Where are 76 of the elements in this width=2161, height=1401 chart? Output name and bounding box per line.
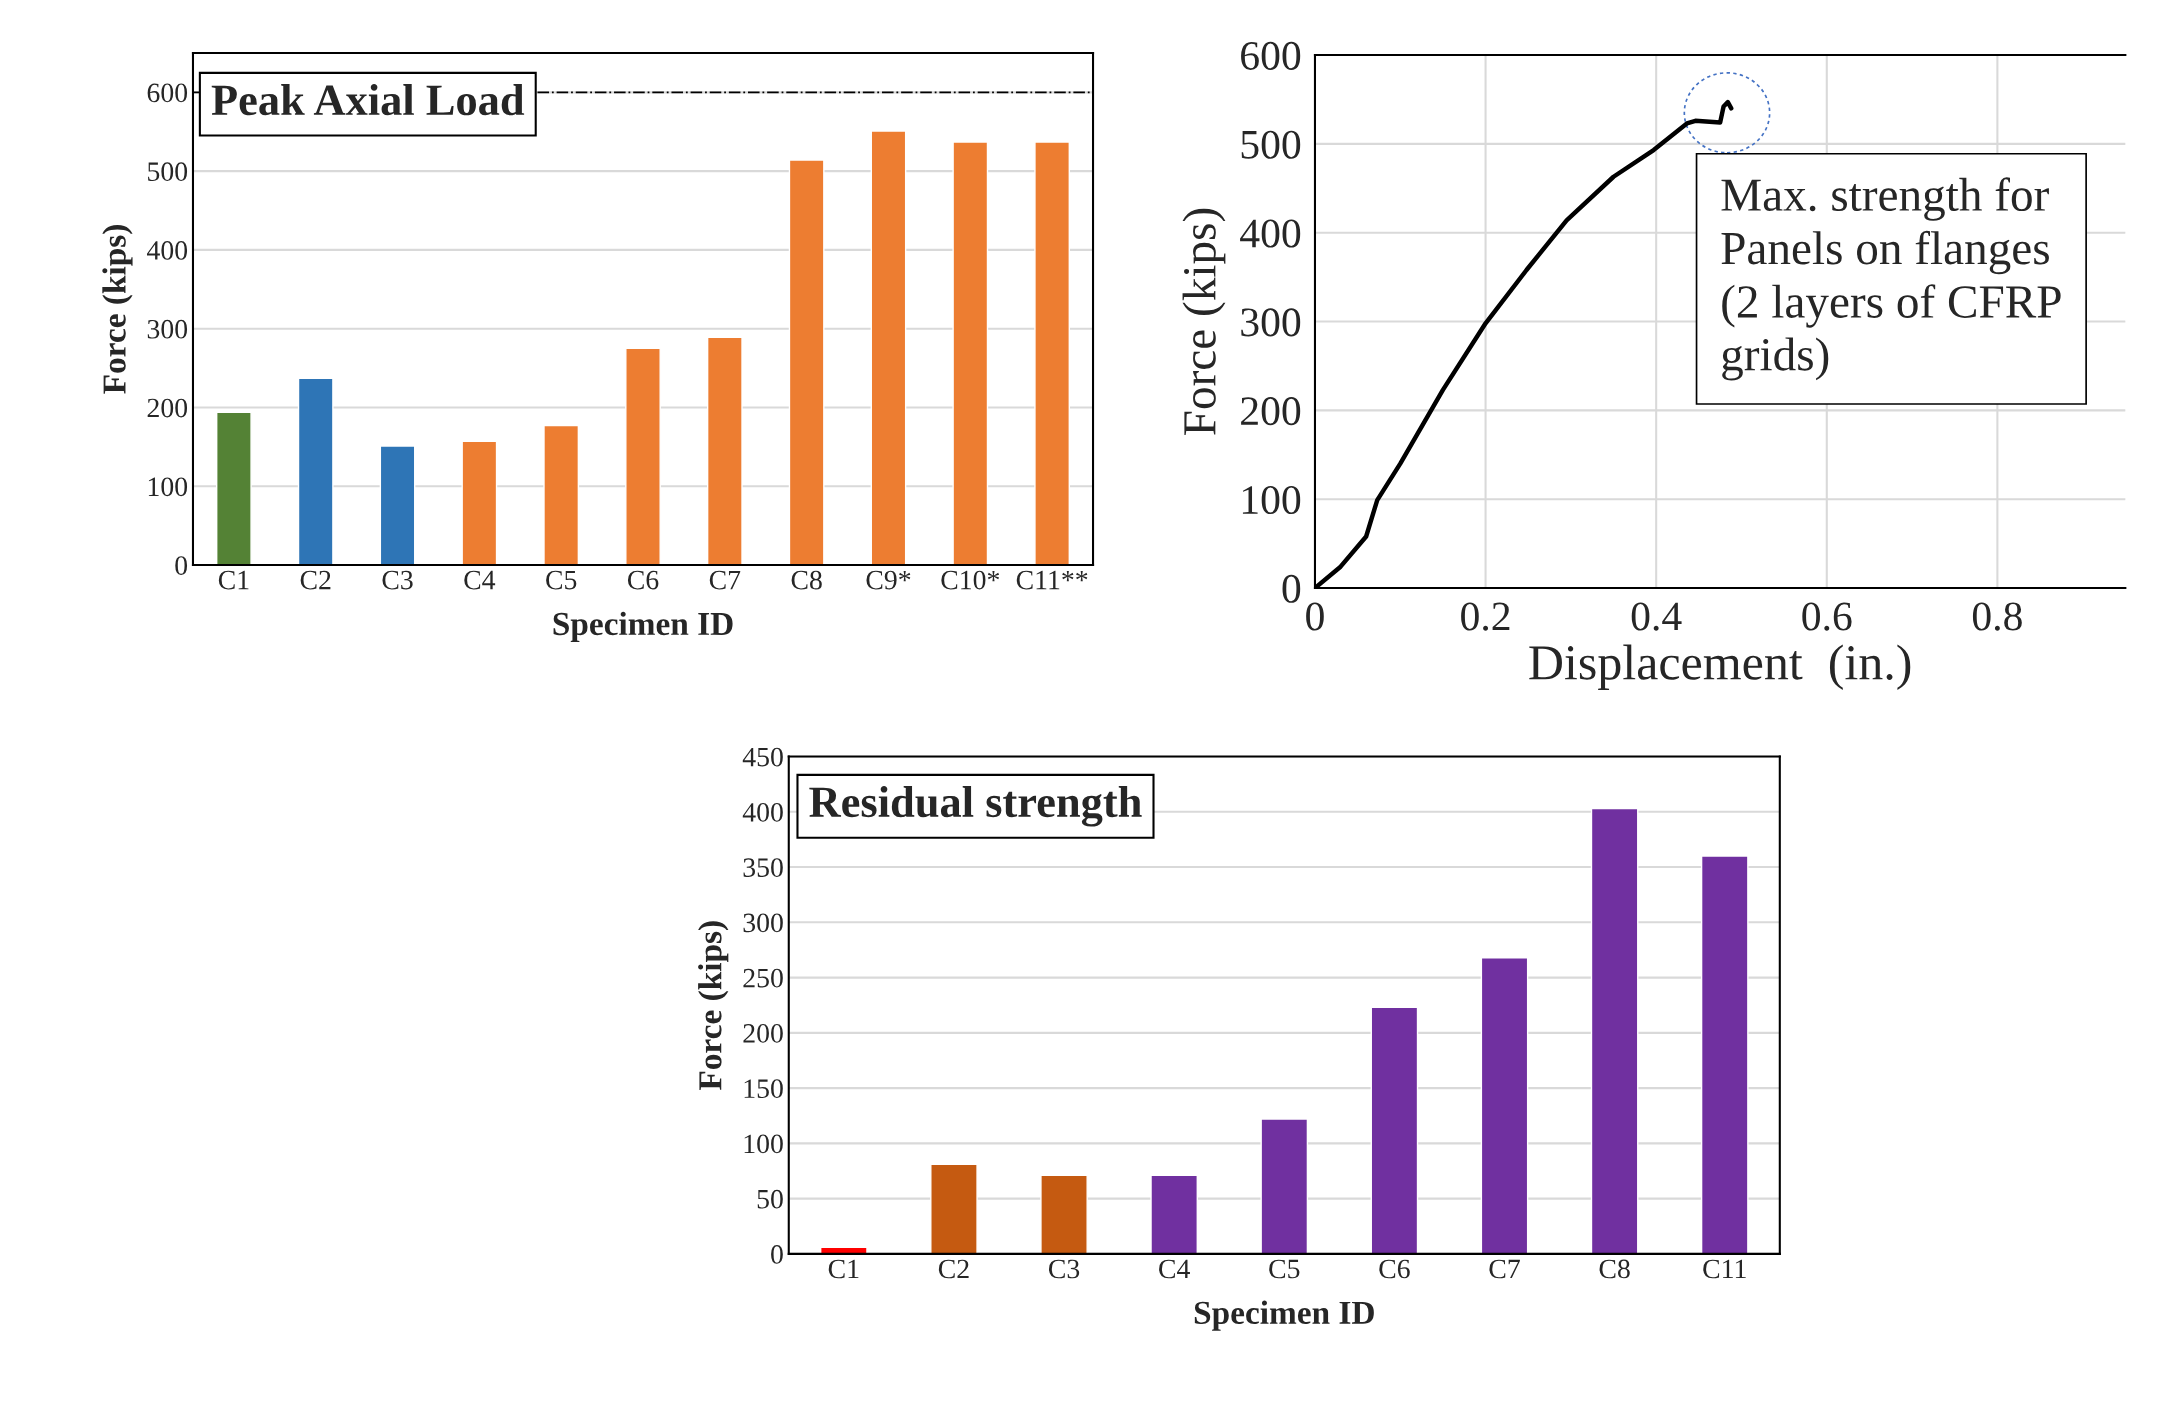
y-tick-label: 350 [743, 858, 783, 877]
y-tick-label: 200 [743, 1024, 783, 1043]
y-tick-label: 300 [743, 913, 783, 933]
bar [952, 141, 989, 566]
y-tick-label: 100 [1242, 485, 1301, 515]
x-axis-title: Specimen ID [553, 611, 733, 642]
x-tick-label: C3 [382, 570, 413, 590]
y-tick-label: 300 [147, 319, 188, 339]
x-tick-label: C4 [1159, 1259, 1190, 1279]
text: Peak Axial Load [211, 84, 525, 116]
x-tick-label: C6 [1379, 1259, 1410, 1279]
x-tick-label: C1 [828, 1259, 859, 1279]
x-tick-label: 0.2 [1461, 602, 1510, 631]
y-tick-label: 0 [175, 556, 188, 575]
x-tick-label: C7 [1489, 1259, 1520, 1279]
x-axis-title: Displacement (in.) [1529, 644, 1911, 690]
bar [1260, 1118, 1309, 1254]
y-tick-label: 200 [1241, 397, 1301, 426]
y-tick-label: 500 [1241, 130, 1301, 159]
y-axis-title: Force (kips) [102, 225, 133, 394]
bar [1034, 141, 1071, 566]
x-tick-label: C2 [300, 570, 331, 590]
bar [930, 1163, 978, 1254]
bar [870, 130, 907, 566]
bar [788, 159, 825, 566]
y-axis-title: Force (kips) [1182, 208, 1226, 435]
y-tick-label: 500 [148, 162, 188, 182]
x-tick-label: C2 [938, 1259, 969, 1279]
x-tick-label: C8 [791, 570, 822, 590]
x-tick-label: C8 [1599, 1259, 1630, 1279]
x-tick-label: C5 [1269, 1259, 1300, 1279]
bar [297, 377, 334, 566]
x-tick-label: 0 [1306, 602, 1324, 631]
bar [1370, 1006, 1419, 1254]
y-tick-label: 50 [757, 1189, 783, 1209]
y-tick-label: 100 [148, 477, 188, 497]
bar [625, 347, 661, 566]
x-tick-label: 0.8 [1972, 602, 2022, 631]
x-tick-label: C4 [464, 570, 496, 590]
bar [1480, 956, 1529, 1254]
x-tick-label: C3 [1048, 1259, 1080, 1279]
bar [1040, 1174, 1088, 1254]
y-tick-label: 400 [742, 802, 783, 822]
bar [461, 440, 498, 566]
x-tick-label: C9* [866, 570, 911, 590]
bar [1590, 807, 1639, 1254]
bar [706, 336, 743, 566]
y-tick-label: 250 [743, 968, 783, 988]
y-tick-label: 200 [147, 398, 188, 418]
x-tick-label: C1 [218, 570, 249, 590]
y-tick-label: 0 [771, 1245, 783, 1264]
x-tick-label: C10* [941, 570, 1000, 590]
x-tick-label: C5 [546, 570, 577, 590]
x-tick-label: C11 [1703, 1259, 1746, 1279]
bar [379, 445, 416, 566]
bar [216, 411, 252, 566]
y-tick-label: 600 [1241, 41, 1301, 70]
y-tick-label: 400 [1240, 219, 1301, 248]
bar [1700, 855, 1749, 1254]
y-tick-label: 400 [146, 241, 188, 260]
x-axis-title: Specimen ID [1194, 1300, 1374, 1331]
y-tick-label: 600 [147, 83, 188, 103]
y-tick-label: 100 [744, 1134, 783, 1154]
y-tick-label: 150 [744, 1079, 783, 1099]
x-tick-label: C11** [1016, 570, 1088, 590]
y-tick-label: 300 [1241, 308, 1301, 337]
x-tick-label: C6 [627, 570, 659, 590]
y-axis-title: Force (kips) [698, 921, 729, 1090]
bar [1150, 1174, 1198, 1254]
x-tick-label: C7 [709, 570, 741, 590]
x-tick-label: 0.6 [1802, 602, 1852, 631]
annotation: Max. strength for Panels on flanges (2 layers of CFRP grids) [1721, 177, 2061, 381]
y-tick-label: 450 [742, 747, 783, 767]
bar [543, 424, 580, 566]
text: Residual strength [809, 785, 1142, 827]
x-tick-label: 0.4 [1631, 602, 1682, 631]
